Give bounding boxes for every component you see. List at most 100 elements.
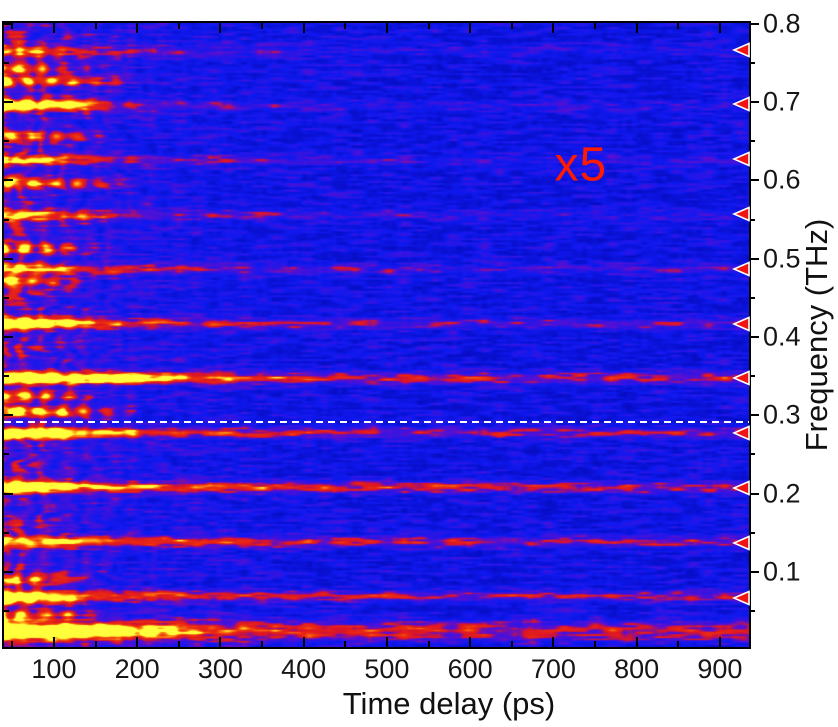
y-tick-left	[4, 453, 9, 456]
x-tick-bottom	[718, 637, 721, 647]
harmonic-marker-icon	[731, 261, 751, 277]
x-tick-top	[469, 23, 472, 33]
y-tick-left	[4, 61, 9, 64]
x-tick-bottom	[11, 641, 14, 647]
harmonic-marker-icon	[731, 96, 751, 113]
x-tick-label: 700	[530, 654, 576, 684]
y-tick-left	[4, 570, 13, 573]
x-tick-top	[219, 23, 222, 33]
harmonic-marker-icon	[731, 589, 751, 606]
harmonic-marker-icon	[731, 480, 751, 496]
x-tick-bottom	[219, 637, 222, 647]
x-tick-top	[385, 23, 388, 33]
x-tick-bottom	[136, 637, 139, 647]
x-tick-bottom	[177, 641, 180, 647]
y-tick-right	[749, 453, 755, 456]
x-tick-bottom	[635, 637, 638, 647]
x-tick-label: 900	[697, 654, 743, 684]
x-tick-bottom	[469, 637, 472, 647]
dashed-frequency-line	[4, 421, 749, 424]
y-tick-right	[749, 140, 755, 143]
harmonic-marker-icon	[731, 535, 751, 551]
y-tick-left	[4, 218, 9, 221]
y-tick-label: 0.1	[763, 556, 801, 587]
x-tick-top	[344, 23, 347, 29]
y-tick-left	[4, 101, 13, 104]
x-tick-label: 600	[447, 654, 493, 684]
y-tick-label: 0.8	[763, 8, 801, 39]
x-tick-top	[261, 23, 264, 29]
y-tick-right	[749, 61, 755, 64]
y-tick-left	[4, 335, 13, 338]
y-tick-left	[4, 492, 13, 495]
harmonic-marker-icon	[731, 206, 751, 222]
x-tick-bottom	[677, 641, 680, 647]
x-tick-bottom	[302, 637, 305, 647]
y-tick-right	[749, 335, 759, 338]
x-tick-top	[552, 23, 555, 33]
x-tick-top	[677, 23, 680, 29]
harmonic-marker-icon	[731, 425, 751, 441]
y-axis-title: Frequency (THz)	[799, 218, 834, 452]
gain-annotation: x5	[554, 138, 608, 192]
x-tick-top	[52, 23, 55, 33]
x-tick-top	[427, 23, 430, 29]
y-tick-right	[749, 101, 759, 104]
y-tick-right	[749, 414, 759, 417]
y-tick-right	[749, 296, 755, 299]
x-tick-top	[635, 23, 638, 33]
x-tick-label: 400	[281, 654, 327, 684]
x-tick-top	[302, 23, 305, 33]
spectrogram-heatmap	[4, 23, 749, 647]
x-tick-top	[11, 23, 14, 29]
harmonic-marker-icon	[731, 151, 751, 167]
y-tick-right	[749, 531, 755, 534]
x-tick-bottom	[261, 641, 264, 647]
y-tick-right	[749, 375, 755, 378]
x-tick-label: 500	[364, 654, 410, 684]
y-tick-label: 0.7	[763, 86, 801, 117]
x-tick-label: 200	[114, 654, 160, 684]
y-tick-label: 0.5	[763, 243, 801, 274]
y-tick-left	[4, 375, 9, 378]
y-tick-label: 0.3	[763, 399, 801, 430]
x-tick-bottom	[510, 641, 513, 647]
x-tick-bottom	[427, 641, 430, 647]
x-tick-top	[594, 23, 596, 29]
x-tick-label: 800	[614, 654, 660, 684]
y-tick-label: 0.6	[763, 164, 801, 195]
y-tick-left	[4, 414, 13, 417]
x-tick-bottom	[344, 641, 347, 647]
y-tick-right	[749, 570, 759, 573]
y-tick-right	[749, 492, 759, 495]
y-tick-right	[749, 609, 755, 612]
x-axis-title: Time delay (ps)	[342, 686, 556, 721]
x-tick-top	[177, 23, 180, 29]
harmonic-marker-icon	[731, 315, 751, 332]
x-tick-top	[136, 23, 139, 33]
y-tick-left	[4, 179, 13, 182]
y-tick-right	[749, 218, 755, 221]
x-tick-top	[94, 23, 97, 29]
x-tick-label: 100	[31, 654, 77, 684]
y-tick-right	[749, 179, 759, 182]
x-tick-bottom	[594, 641, 596, 647]
y-tick-left	[4, 140, 9, 143]
x-tick-bottom	[94, 641, 97, 647]
y-tick-left	[4, 609, 9, 612]
x-tick-bottom	[52, 637, 55, 647]
y-tick-left	[4, 22, 13, 25]
y-tick-left	[4, 296, 9, 299]
harmonic-marker-icon	[731, 42, 751, 59]
x-tick-top	[718, 23, 721, 33]
x-tick-bottom	[385, 637, 388, 647]
y-tick-label: 0.4	[763, 321, 801, 352]
y-tick-right	[749, 22, 759, 25]
y-tick-right	[749, 257, 759, 260]
x-tick-top	[510, 23, 513, 29]
y-tick-label: 0.2	[763, 478, 801, 509]
harmonic-marker-icon	[731, 370, 751, 387]
y-tick-left	[4, 257, 13, 260]
x-tick-bottom	[552, 637, 555, 647]
